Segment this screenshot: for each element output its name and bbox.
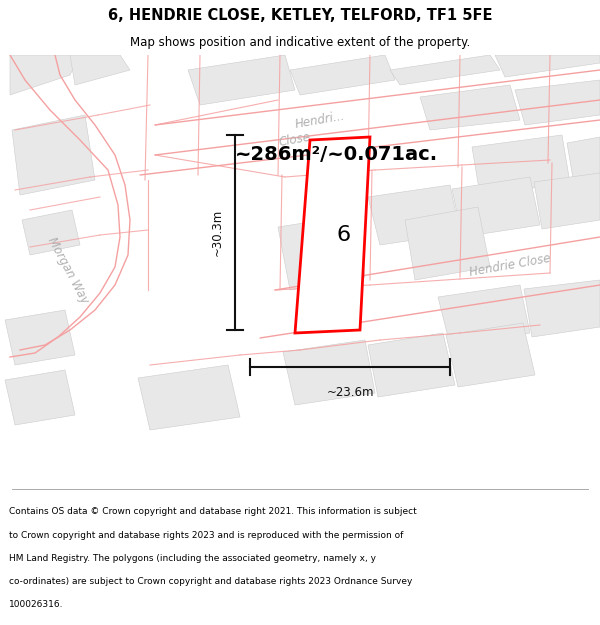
Polygon shape xyxy=(368,185,460,245)
Polygon shape xyxy=(438,285,530,345)
Text: ~23.6m: ~23.6m xyxy=(326,386,374,399)
Polygon shape xyxy=(452,177,540,237)
Polygon shape xyxy=(5,310,75,365)
Text: Hendrie Close: Hendrie Close xyxy=(469,251,551,279)
Text: ~286m²/~0.071ac.: ~286m²/~0.071ac. xyxy=(235,146,438,164)
Polygon shape xyxy=(524,280,600,337)
Polygon shape xyxy=(515,80,600,125)
Polygon shape xyxy=(534,173,600,229)
Text: Hendri...: Hendri... xyxy=(294,109,346,131)
Text: 6, HENDRIE CLOSE, KETLEY, TELFORD, TF1 5FE: 6, HENDRIE CLOSE, KETLEY, TELFORD, TF1 5… xyxy=(108,8,492,23)
Polygon shape xyxy=(22,210,80,255)
Polygon shape xyxy=(278,215,365,290)
Text: Morgan Way: Morgan Way xyxy=(45,234,91,306)
Polygon shape xyxy=(290,55,395,95)
Text: co-ordinates) are subject to Crown copyright and database rights 2023 Ordnance S: co-ordinates) are subject to Crown copyr… xyxy=(9,577,412,586)
Text: Map shows position and indicative extent of the property.: Map shows position and indicative extent… xyxy=(130,36,470,49)
Polygon shape xyxy=(368,333,455,397)
Text: ~30.3m: ~30.3m xyxy=(211,209,223,256)
Polygon shape xyxy=(12,115,95,195)
Polygon shape xyxy=(5,370,75,425)
Polygon shape xyxy=(138,365,240,430)
Polygon shape xyxy=(420,85,520,130)
Text: to Crown copyright and database rights 2023 and is reproduced with the permissio: to Crown copyright and database rights 2… xyxy=(9,531,403,539)
Polygon shape xyxy=(495,55,600,77)
Text: Contains OS data © Crown copyright and database right 2021. This information is : Contains OS data © Crown copyright and d… xyxy=(9,508,417,516)
Text: 6: 6 xyxy=(337,225,351,245)
Polygon shape xyxy=(283,340,375,405)
Polygon shape xyxy=(390,55,500,85)
Polygon shape xyxy=(405,207,490,280)
Polygon shape xyxy=(10,55,80,95)
Polygon shape xyxy=(188,55,295,105)
Polygon shape xyxy=(295,137,370,333)
Text: 100026316.: 100026316. xyxy=(9,600,64,609)
Text: HM Land Registry. The polygons (including the associated geometry, namely x, y: HM Land Registry. The polygons (includin… xyxy=(9,554,376,562)
Text: Close: Close xyxy=(278,131,312,149)
Polygon shape xyxy=(446,323,535,387)
Polygon shape xyxy=(567,137,600,190)
Polygon shape xyxy=(472,135,570,195)
Polygon shape xyxy=(70,55,130,85)
